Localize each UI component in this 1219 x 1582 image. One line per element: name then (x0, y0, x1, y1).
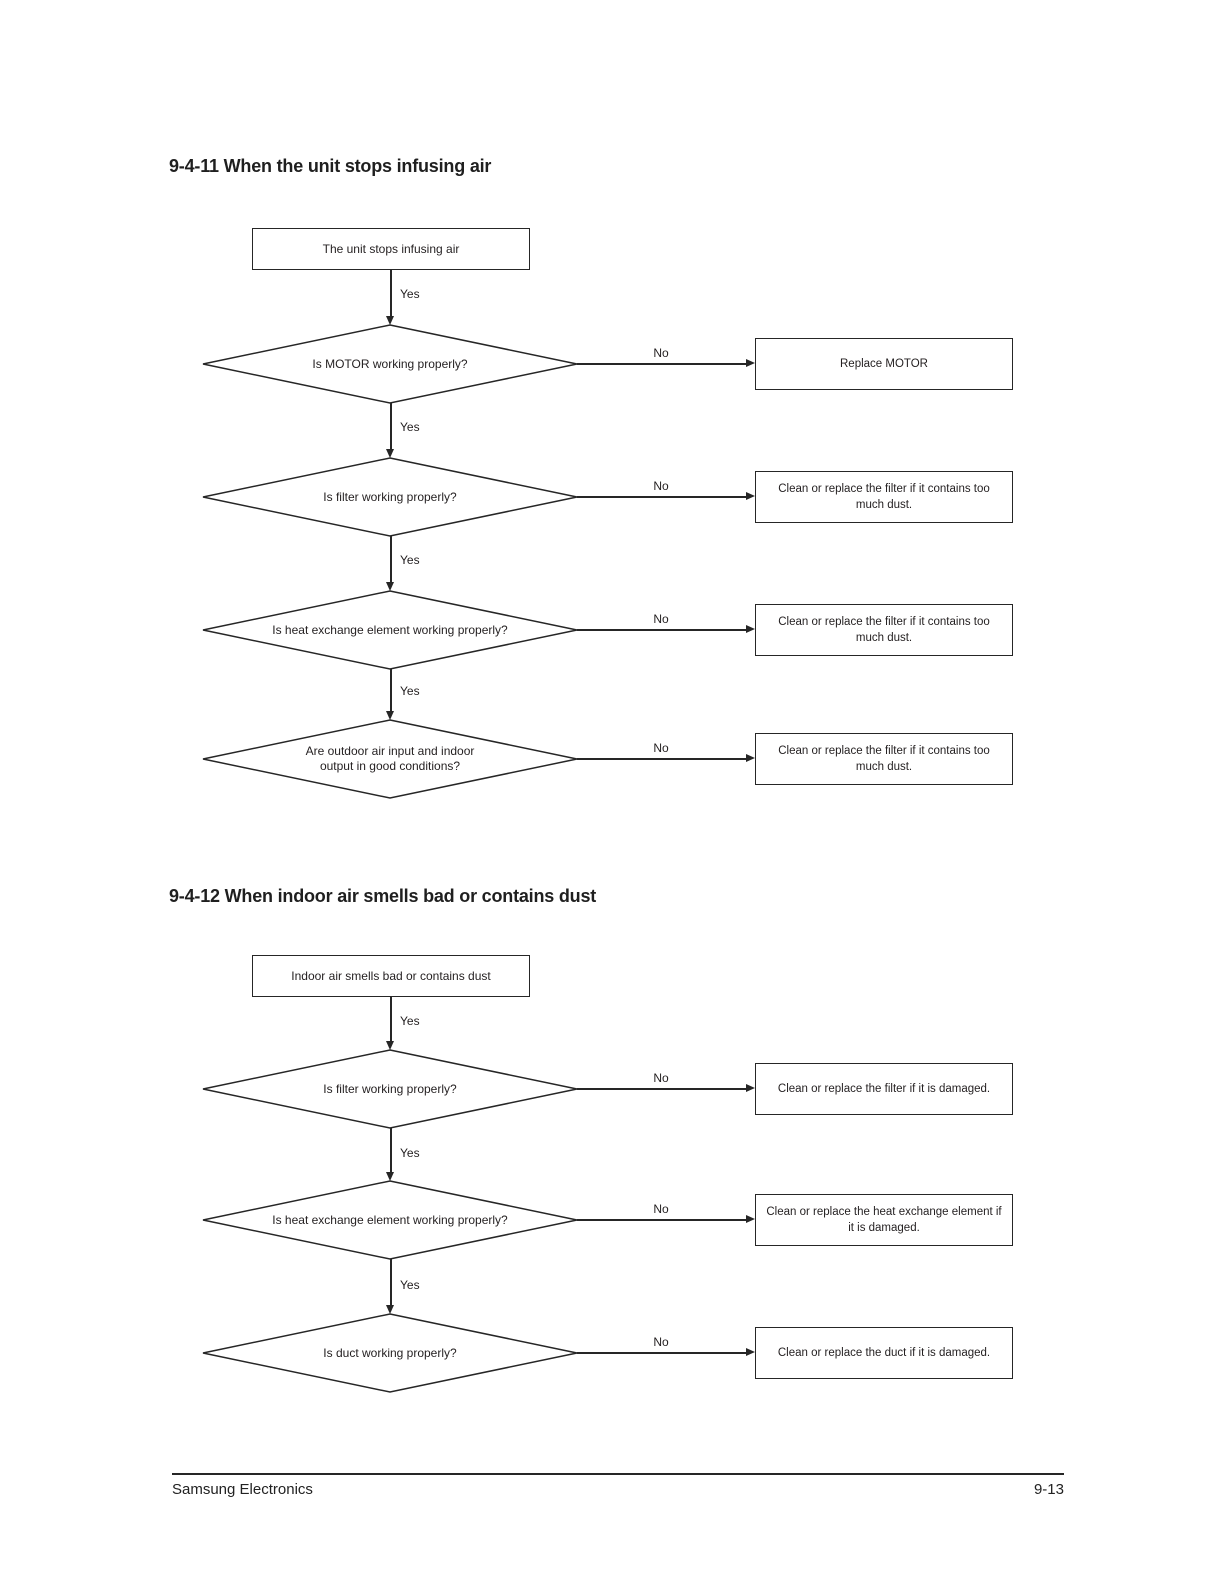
decision-node-filter: Is filter working properly? (202, 457, 578, 537)
decision-question: Is filter working properly? (323, 489, 457, 504)
decision-node-filter2: Is filter working properly? (202, 1049, 578, 1129)
action-node: Clean or replace the heat exchange eleme… (755, 1194, 1013, 1246)
decision-question: Is heat exchange element working properl… (272, 622, 508, 637)
action-text: Replace MOTOR (840, 358, 928, 370)
arrow-right-icon (746, 1215, 755, 1223)
connector-line (390, 1128, 392, 1172)
decision-node-heat-exchange2: Is heat exchange element working properl… (202, 1180, 578, 1260)
action-node: Clean or replace the filter if it contai… (755, 471, 1013, 523)
action-node: Clean or replace the filter if it is dam… (755, 1063, 1013, 1115)
arrow-down-icon (386, 711, 394, 720)
diamond-shape (202, 719, 578, 799)
connector-line (577, 629, 747, 631)
arrow-down-icon (386, 1041, 394, 1050)
action-node: Clean or replace the filter if it contai… (755, 733, 1013, 785)
arrow-right-icon (746, 754, 755, 762)
arrow-right-icon (746, 625, 755, 633)
yes-label: Yes (400, 1014, 420, 1028)
section1-title: 9-4-11 When the unit stops infusing air (169, 156, 492, 176)
no-label: No (653, 741, 669, 755)
footer: Samsung Electronics 9-13 (172, 1481, 1064, 1498)
decision-question: Is duct working properly? (323, 1345, 457, 1360)
arrow-right-icon (746, 359, 755, 367)
decision-question: Is MOTOR working properly? (312, 356, 468, 371)
footer-company: Samsung Electronics (172, 1481, 313, 1498)
arrow-down-icon (386, 316, 394, 325)
arrow-down-icon (386, 449, 394, 458)
action-text: Clean or replace the heat exchange eleme… (766, 1206, 1002, 1234)
yes-label: Yes (400, 553, 420, 567)
arrow-down-icon (386, 1172, 394, 1181)
no-label: No (653, 346, 669, 360)
connector-line (577, 758, 747, 760)
action-node: Clean or replace the duct if it is damag… (755, 1327, 1013, 1379)
start-node-2: Indoor air smells bad or contains dust (252, 955, 530, 997)
yes-label: Yes (400, 684, 420, 698)
action-text: Clean or replace the filter if it is dam… (777, 1083, 991, 1095)
connector-line (577, 1088, 747, 1090)
connector-line (390, 1259, 392, 1305)
connector-line (390, 270, 392, 316)
diamond-shape (202, 1313, 578, 1393)
start-node-2-label: Indoor air smells bad or contains dust (291, 969, 491, 983)
connector-line (390, 536, 392, 582)
connector-line (577, 496, 747, 498)
decision-question: Are outdoor air input and indoor output … (305, 744, 475, 773)
arrow-down-icon (386, 1305, 394, 1314)
start-node-1-label: The unit stops infusing air (322, 242, 460, 256)
footer-page-number: 9-13 (1033, 1481, 1064, 1498)
yes-label: Yes (400, 287, 420, 301)
decision-node-motor: Is MOTOR working properly? (202, 324, 578, 404)
yes-label: Yes (400, 1146, 420, 1160)
connector-line (390, 403, 392, 449)
action-text: Clean or replace the filter if it contai… (778, 483, 990, 511)
no-label: No (653, 612, 669, 626)
yes-label: Yes (400, 1278, 420, 1292)
arrow-right-icon (746, 1084, 755, 1092)
arrow-right-icon (746, 1348, 755, 1356)
connector-line (577, 1219, 747, 1221)
no-label: No (653, 1335, 669, 1349)
decision-node-heat-exchange: Is heat exchange element working properl… (202, 590, 578, 670)
decision-question: Is filter working properly? (323, 1081, 457, 1096)
section2-title: 9-4-12 When indoor air smells bad or con… (169, 886, 597, 906)
connector-line (390, 997, 392, 1041)
connector-line (577, 363, 747, 365)
action-text: Clean or replace the duct if it is damag… (777, 1347, 991, 1359)
decision-node-outdoor-air: Are outdoor air input and indoor output … (202, 719, 578, 799)
no-label: No (653, 479, 669, 493)
connector-line (577, 1352, 747, 1354)
action-node: Clean or replace the filter if it contai… (755, 604, 1013, 656)
decision-node-duct: Is duct working properly? (202, 1313, 578, 1393)
arrow-down-icon (386, 582, 394, 591)
decision-question: Is heat exchange element working properl… (272, 1212, 508, 1227)
no-label: No (653, 1071, 669, 1085)
start-node-1: The unit stops infusing air (252, 228, 530, 270)
action-text: Clean or replace the filter if it contai… (778, 616, 990, 644)
yes-label: Yes (400, 420, 420, 434)
footer-divider (172, 1473, 1064, 1475)
no-label: No (653, 1202, 669, 1216)
arrow-right-icon (746, 492, 755, 500)
action-node: Replace MOTOR (755, 338, 1013, 390)
action-text: Clean or replace the filter if it contai… (778, 745, 990, 773)
connector-line (390, 669, 392, 711)
